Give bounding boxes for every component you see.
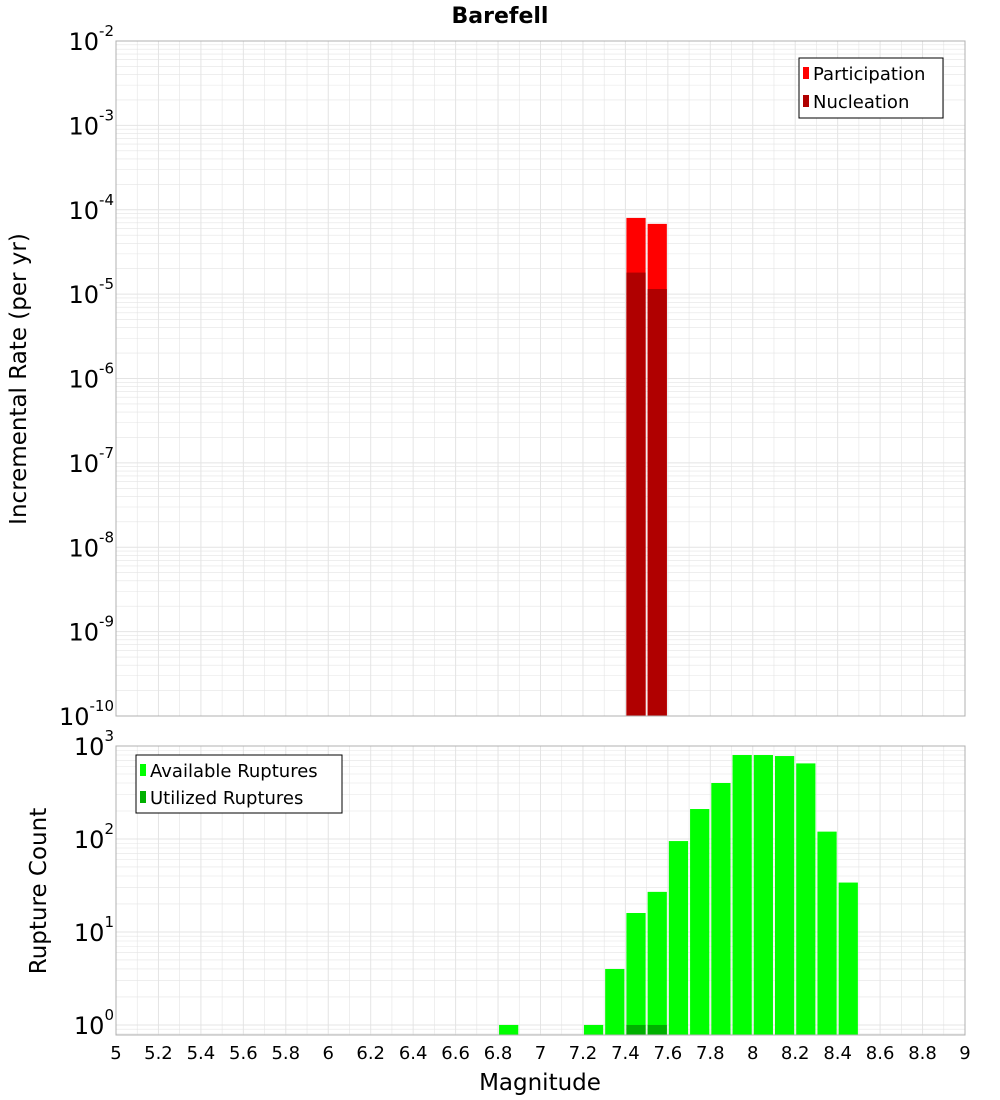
rate-legend-box (798, 57, 944, 119)
x-tick-label: 9 (959, 1043, 970, 1064)
count-y-tick-labels: 100 101 102 103 (74, 727, 114, 1040)
y-tick-label: 10-3 (68, 106, 114, 140)
x-tick-label: 8.6 (866, 1043, 895, 1064)
available-ruptures-bar (796, 763, 816, 1035)
count-gridlines (116, 746, 965, 1035)
available-ruptures-bar (817, 831, 837, 1035)
nucleation-legend-swatch (803, 95, 809, 107)
x-tick-label: 6 (323, 1043, 334, 1064)
x-tick-label: 5.4 (187, 1043, 216, 1064)
x-tick-label: 6.8 (484, 1043, 513, 1064)
nucleation-legend-label: Nucleation (813, 92, 909, 113)
available-ruptures-bar (753, 755, 773, 1035)
x-tick-label: 5.2 (144, 1043, 173, 1064)
participation-legend-label: Participation (813, 64, 925, 85)
y-tick-label: 103 (74, 727, 114, 761)
y-tick-label: 102 (74, 820, 114, 854)
utilized-ruptures-bar (626, 1024, 646, 1035)
x-tick-label: 6.4 (399, 1043, 428, 1064)
rate-panel: 10-10 10-9 10-8 10-7 10-6 10-5 10-4 10-3 10-2 In… (6, 22, 966, 731)
available-ruptures-bar (838, 882, 858, 1035)
x-tick-label: 7.2 (569, 1043, 598, 1064)
chart-title: Barefell (452, 4, 549, 29)
available-ruptures-bar (690, 809, 710, 1035)
count-legend-box (135, 754, 343, 814)
available-ruptures-bar (583, 1024, 604, 1035)
available-ruptures-bar (605, 968, 625, 1035)
count-panel: 100 101 102 103 5 5.2 5.4 5.6 5.8 6 6.2 6.4 6.6 6.8 7… (26, 727, 971, 1096)
nucleation-bar (647, 289, 667, 716)
available-ruptures-bar (626, 912, 646, 1035)
x-tick-label: 5.8 (271, 1043, 300, 1064)
available-ruptures-bar (732, 755, 752, 1035)
count-legend: Available Ruptures Utilized Ruptures (135, 754, 343, 814)
rate-bars (626, 217, 667, 716)
x-tick-label: 7.4 (611, 1043, 640, 1064)
y-tick-label: 10-7 (68, 444, 114, 478)
y-tick-label: 10-5 (68, 275, 114, 309)
available-legend-label: Available Ruptures (150, 761, 318, 782)
available-ruptures-bar (668, 841, 689, 1035)
x-tick-label: 7.8 (696, 1043, 725, 1064)
count-bars (499, 755, 858, 1035)
x-tick-label: 6.2 (356, 1043, 385, 1064)
utilized-legend-swatch (140, 791, 146, 803)
y-tick-label: 10-8 (68, 528, 114, 562)
available-ruptures-bar (711, 783, 731, 1035)
x-tick-label: 7 (535, 1043, 546, 1064)
x-tick-label: 8.8 (908, 1043, 937, 1064)
x-tick-label: 5.6 (229, 1043, 258, 1064)
rate-y-axis-label: Incremental Rate (per yr) (6, 233, 32, 525)
available-ruptures-bar (499, 1024, 519, 1035)
utilized-ruptures-bar (647, 1024, 667, 1035)
y-tick-label: 10-6 (68, 360, 114, 394)
x-tick-label: 8 (747, 1043, 758, 1064)
x-tick-label: 8.4 (823, 1043, 852, 1064)
utilized-legend-label: Utilized Ruptures (150, 788, 303, 809)
rate-plot-border (115, 40, 966, 717)
available-ruptures-bar (647, 891, 667, 1035)
y-tick-label: 10-4 (68, 191, 114, 225)
x-tick-label: 6.6 (441, 1043, 470, 1064)
count-y-axis-label: Rupture Count (26, 808, 52, 974)
available-ruptures-bar (774, 756, 795, 1035)
y-tick-label: 100 (74, 1006, 114, 1040)
participation-legend-swatch (803, 67, 809, 79)
rate-legend: Participation Nucleation (798, 57, 944, 119)
count-x-tick-labels: 5 5.2 5.4 5.6 5.8 6 6.2 6.4 6.6 6.8 7 7.2 7.4 7.6 7.8 8… (110, 1043, 970, 1064)
nucleation-bar (626, 272, 646, 716)
available-legend-swatch (140, 764, 146, 776)
y-tick-label: 10-10 (59, 697, 114, 731)
x-axis-label: Magnitude (479, 1070, 601, 1096)
rate-gridlines (116, 41, 965, 716)
count-plot-border (115, 745, 966, 1036)
y-tick-label: 10-2 (68, 22, 114, 56)
y-tick-label: 10-9 (68, 613, 114, 647)
x-tick-label: 7.6 (654, 1043, 683, 1064)
x-tick-label: 8.2 (781, 1043, 810, 1064)
rate-y-tick-labels: 10-10 10-9 10-8 10-7 10-6 10-5 10-4 10-3 10-2 (59, 22, 114, 731)
x-tick-label: 5 (110, 1043, 121, 1064)
y-tick-label: 101 (74, 913, 114, 947)
